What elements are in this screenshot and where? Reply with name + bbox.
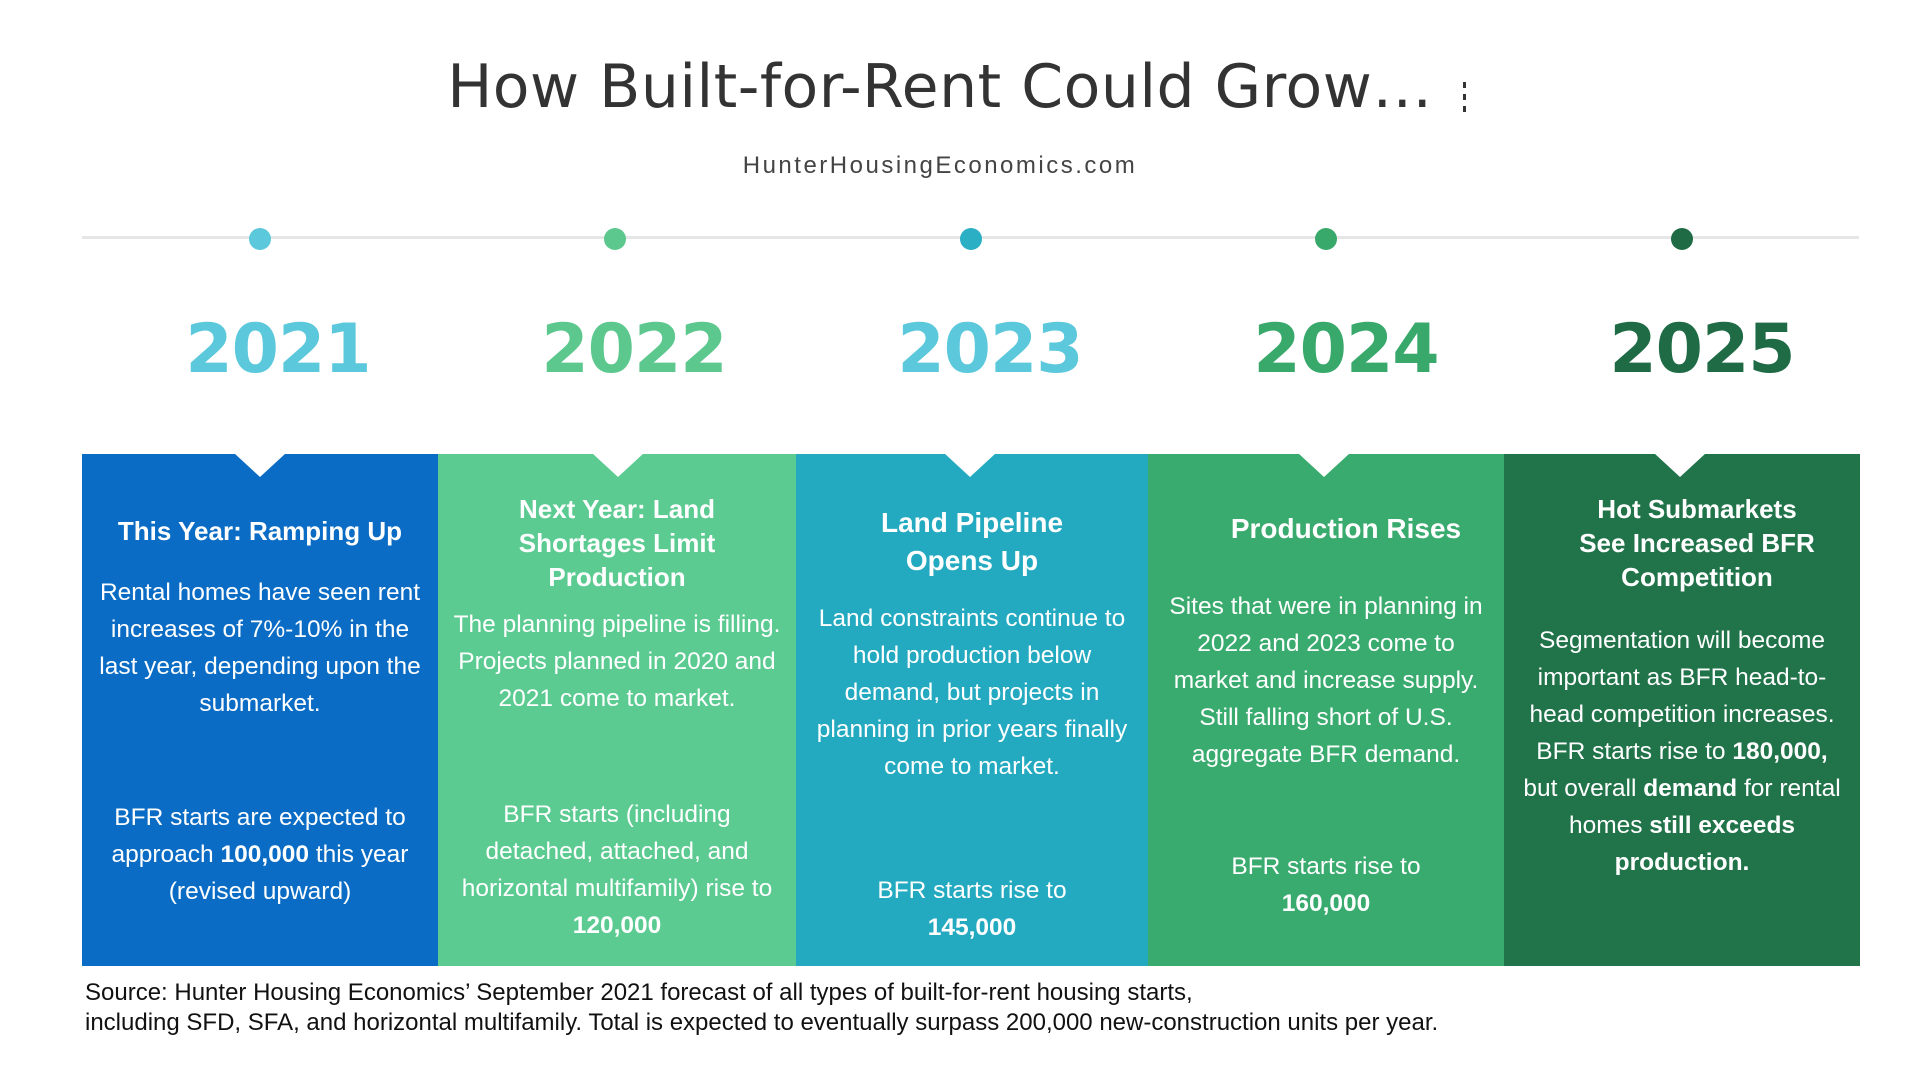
panel-body-stat: BFR starts are expected to approach 100,… (111, 804, 409, 905)
panel-2024: Production Rises Sites that were in plan… (1148, 453, 1504, 966)
timeline-dot-2022 (604, 228, 626, 250)
panel-2025: Hot Submarkets See Increased BFR Competi… (1504, 453, 1860, 966)
year-2021: 2021 (185, 310, 371, 389)
panel-2021: This Year: Ramping Up Rental homes have … (82, 453, 438, 966)
panel-body-text: Segmentation will become important as BF… (1523, 627, 1841, 876)
panel-notch (592, 453, 644, 477)
year-2022: 2022 (541, 310, 727, 389)
year-2025: 2025 (1609, 310, 1795, 389)
panel-2022: Next Year: Land Shortages Limit Producti… (438, 453, 796, 966)
source-line-1: Source: Hunter Housing Economics’ Septem… (85, 979, 1193, 1006)
panel-notch (1298, 453, 1350, 477)
panel-title: This Year: Ramping Up (117, 516, 403, 546)
timeline-dot-2025 (1671, 228, 1693, 250)
panel-notch (1654, 453, 1706, 477)
panel-title: Hot Submarkets See Increased BFR Competi… (1579, 494, 1815, 592)
panel-body-text: Sites that were in planning in 2022 and … (1169, 593, 1483, 768)
source-line-2: including SFD, SFA, and horizontal multi… (85, 1009, 1439, 1036)
website-label: HunterHousingEconomics.com (742, 152, 1138, 179)
panel-body-stat: BFR starts rise to 145,000 (877, 877, 1067, 941)
timeline-dot-2024 (1315, 228, 1337, 250)
year-2024: 2024 (1253, 310, 1439, 389)
decorative-mark (1463, 82, 1466, 112)
panel-2023: Land Pipeline Opens Up Land constraints … (796, 453, 1148, 966)
timeline-dot-2021 (249, 228, 271, 250)
panel-body-stat: BFR starts rise to 160,000 (1231, 853, 1421, 917)
panel-notch (944, 453, 996, 477)
panel-title: Production Rises (1230, 513, 1462, 544)
panel-title: Next Year: Land Shortages Limit Producti… (518, 494, 716, 592)
panel-body-text: The planning pipeline is filling. Projec… (453, 611, 781, 712)
panel-notch (234, 453, 286, 477)
year-2023: 2023 (897, 310, 1083, 389)
page-title: How Built-for-Rent Could Grow… (447, 52, 1433, 122)
panel-body-stat: BFR starts (including detached, attached… (461, 801, 773, 939)
panel-body-text: Land constraints continue to hold produc… (816, 605, 1128, 780)
source-note: Source: Hunter Housing Economics’ Septem… (85, 978, 1865, 1038)
panel-title: Land Pipeline Opens Up (880, 507, 1064, 576)
timeline-dot-2023 (960, 228, 982, 250)
panel-body-text: Rental homes have seen rent increases of… (99, 579, 421, 717)
